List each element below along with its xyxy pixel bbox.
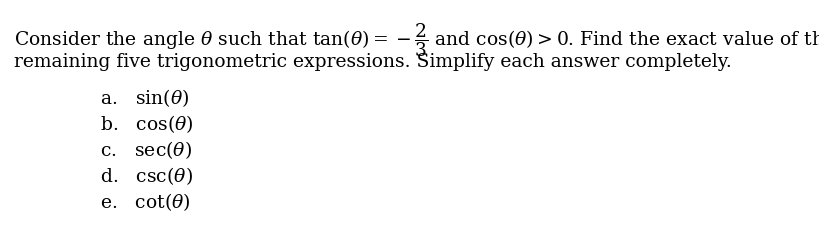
Text: c.   $\sec(\theta)$: c. $\sec(\theta)$ bbox=[100, 139, 192, 161]
Text: Consider the angle $\theta$ such that $\tan(\theta) = -\dfrac{2}{3}$ and $\cos(\: Consider the angle $\theta$ such that $\… bbox=[14, 21, 819, 59]
Text: a.   $\sin(\theta)$: a. $\sin(\theta)$ bbox=[100, 87, 189, 109]
Text: remaining five trigonometric expressions. Simplify each answer completely.: remaining five trigonometric expressions… bbox=[14, 53, 731, 71]
Text: d.   $\csc(\theta)$: d. $\csc(\theta)$ bbox=[100, 165, 192, 187]
Text: e.   $\cot(\theta)$: e. $\cot(\theta)$ bbox=[100, 191, 191, 213]
Text: b.   $\cos(\theta)$: b. $\cos(\theta)$ bbox=[100, 113, 193, 135]
